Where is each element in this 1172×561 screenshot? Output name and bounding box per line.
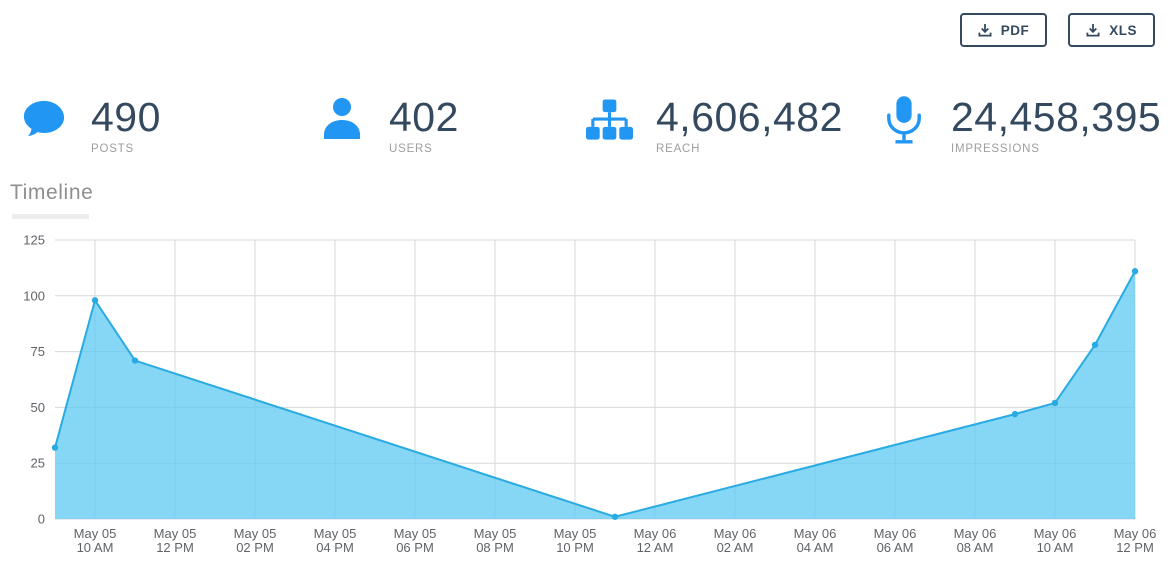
stat-reach: 4,606,482 REACH [585,96,880,155]
stat-users: 402 USERS [318,96,585,155]
x-axis-tick-time: 04 PM [316,540,354,555]
microphone-icon [880,96,928,144]
data-point[interactable]: May 06 10 AM: 52 [1051,399,1059,407]
x-axis-tick-date: May 06 [634,526,677,541]
data-point[interactable]: May 06 12 PM: 111 [1131,268,1139,275]
x-axis-tick-date: May 06 [1034,526,1077,541]
y-axis-tick-label: 100 [23,288,45,303]
data-point[interactable]: May 05 10 AM: 98 [91,297,99,304]
x-axis-tick-date: May 05 [394,526,437,541]
y-axis-tick-label: 50 [31,400,45,415]
stat-label: REACH [656,143,701,155]
stat-value: 490 [91,94,161,140]
stat-value: 402 [389,94,459,140]
x-axis-tick-time: 08 PM [476,540,514,555]
xls-button-label: XLS [1109,22,1137,38]
x-axis-tick-date: May 05 [554,526,597,541]
pdf-button-label: PDF [1000,22,1030,38]
data-point[interactable]: May 06 09 AM: 47 [1011,410,1019,418]
comment-icon [20,96,68,144]
x-axis-tick-date: May 05 [234,526,277,541]
data-point[interactable]: May 05 11 PM: 1 [611,513,619,520]
user-icon [318,96,366,144]
x-axis-tick-date: May 06 [874,526,917,541]
sitemap-icon [585,96,633,144]
tab-timeline[interactable]: Timeline [10,181,93,219]
y-axis-tick-label: 75 [31,344,45,359]
download-icon [978,23,992,37]
x-axis-tick-date: May 05 [474,526,517,541]
data-point[interactable]: May 05 11 AM: 71 [131,357,139,364]
timeline-tab-underline [12,214,89,219]
series-line [54,270,1136,518]
stat-value: 4,606,482 [656,94,843,140]
x-axis-tick-date: May 06 [954,526,997,541]
x-axis-tick-date: May 06 [794,526,837,541]
x-axis-tick-time: 10 AM [1037,540,1074,555]
stat-value: 24,458,395 [951,94,1162,140]
x-axis-tick-date: May 05 [74,526,117,541]
stats-row: 490 POSTS 402 USERS [20,96,1172,155]
stat-impressions: 24,458,395 IMPRESSIONS [880,96,1172,155]
x-axis-tick-date: May 05 [154,526,197,541]
x-axis-tick-time: 04 AM [797,540,834,555]
x-axis-tick-time: 02 AM [717,540,754,555]
x-axis-tick-time: 10 PM [556,540,594,555]
x-axis-tick-time: 08 AM [957,540,994,555]
stat-label: IMPRESSIONS [951,143,1040,155]
data-point[interactable]: May 06 11 AM: 78 [1091,341,1099,349]
stat-label: USERS [389,143,433,155]
x-axis-tick-date: May 06 [714,526,757,541]
download-icon [1086,23,1100,37]
x-axis-tick-time: 10 AM [77,540,114,555]
y-axis-tick-label: 25 [31,456,45,471]
area-fill [55,271,1135,519]
x-axis-tick-time: 06 AM [877,540,914,555]
y-axis-tick-label: 0 [38,512,45,527]
pdf-export-button[interactable]: PDF [959,13,1048,47]
y-axis-tick-label: 125 [23,233,45,248]
x-axis-tick-time: 12 AM [637,540,674,555]
x-axis-tick-time: 12 PM [1116,540,1154,555]
export-toolbar: PDF XLS [959,13,1155,47]
xls-export-button[interactable]: XLS [1068,13,1155,47]
timeline-tab-label: Timeline [10,181,94,204]
data-point[interactable]: May 05 09 AM: 32 [51,444,59,451]
x-axis-tick-date: May 05 [314,526,357,541]
timeline-area-chart[interactable]: 0 25 50 75 100 125 May 05 10 AM May 05 12 PM May 0… [0,230,1172,561]
x-axis-tick-time: 02 PM [236,540,274,555]
x-axis-tick-time: 12 PM [156,540,194,555]
stat-label: POSTS [91,143,134,155]
x-axis-tick-date: May 06 [1114,526,1157,541]
stat-posts: 490 POSTS [20,96,318,155]
x-axis-tick-time: 06 PM [396,540,434,555]
